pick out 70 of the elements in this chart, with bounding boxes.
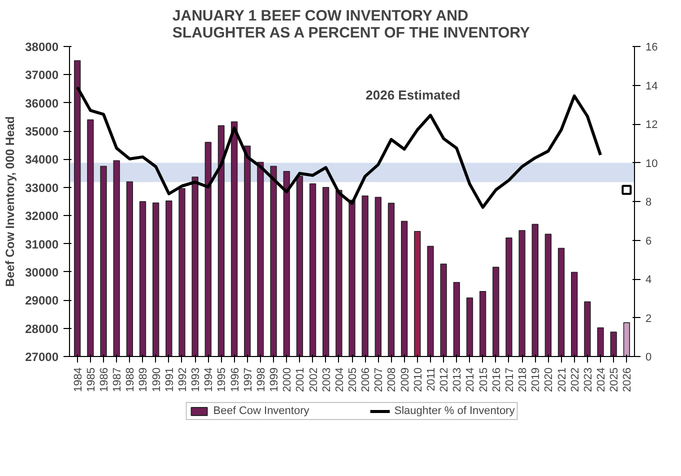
x-tick-label: 1988 — [124, 367, 137, 392]
y-axis-title: Beef Cow Inventory, 000 Head — [3, 116, 18, 287]
y2-tick-label: 16 — [646, 42, 658, 54]
x-tick-label: 2001 — [294, 367, 307, 392]
x-tick-label: 2007 — [373, 367, 386, 392]
y-tick-label: 35000 — [25, 124, 59, 139]
y-tick-label: 32000 — [25, 209, 59, 224]
x-tick-label: 2016 — [490, 367, 503, 392]
y2-tick-label: 6 — [646, 235, 652, 248]
x-tick-label: 2009 — [399, 367, 412, 392]
x-tick-label: 2000 — [282, 367, 294, 392]
x-tick-label: 1995 — [216, 367, 228, 392]
x-tick-label: 2026 — [622, 367, 634, 392]
x-tick-label: 2013 — [452, 367, 464, 392]
x-tick-label: 1993 — [190, 367, 202, 392]
y-tick-label: 36000 — [25, 96, 59, 110]
y-tick-label: 38000 — [25, 40, 59, 54]
x-tick-label: 1990 — [150, 367, 163, 392]
x-tick-label: 1996 — [229, 367, 242, 392]
y-tick-label: 31000 — [25, 237, 59, 252]
y2-tick-label: 2 — [646, 312, 652, 325]
legend-label: Beef Cow Inventory — [213, 405, 310, 417]
x-tick-label: 2024 — [595, 367, 608, 392]
x-tick-label: 2010 — [412, 367, 424, 392]
y2-tick-label: 0 — [646, 352, 652, 364]
y2-tick-label: 10 — [646, 158, 658, 170]
line-series — [76, 86, 602, 209]
x-tick-label: 1998 — [255, 367, 268, 392]
x-tick-label: 2023 — [582, 367, 594, 392]
x-tick-label: 2022 — [569, 367, 582, 392]
x-tick-label: 2014 — [464, 367, 477, 392]
x-tick-label: 2021 — [556, 367, 568, 392]
x-tick-label: 2002 — [308, 367, 320, 392]
x-tick-label: 1994 — [203, 367, 216, 392]
x-tick-label: 1989 — [138, 367, 150, 392]
y-tick-label: 29000 — [25, 294, 59, 308]
x-tick-label: 2006 — [360, 367, 372, 392]
y2-tick-label: 8 — [646, 196, 652, 208]
x-tick-label: 1991 — [164, 367, 176, 392]
x-tick-label: 1987 — [112, 367, 124, 392]
x-tick-label: 2020 — [543, 367, 556, 392]
y-tick-label: 27000 — [25, 350, 59, 364]
x-tick-label: 1992 — [176, 367, 189, 392]
x-tick-label: 2005 — [347, 367, 359, 392]
x-tick-label: 1999 — [268, 367, 281, 392]
x-tick-label: 1984 — [72, 367, 84, 392]
y-tick-label: 33000 — [25, 180, 59, 195]
annotation: 2026 Estimated — [366, 87, 460, 102]
x-tick-label: 2008 — [386, 367, 398, 392]
x-tick-label: 2018 — [517, 367, 530, 392]
y2-tick-label: 14 — [646, 80, 658, 92]
x-tick-label: 2017 — [504, 367, 516, 392]
x-tick-label: 2015 — [478, 367, 490, 392]
x-tick-label: 1986 — [98, 367, 111, 392]
y-tick-label: 37000 — [25, 68, 59, 82]
y-tick-label: 34000 — [25, 152, 59, 167]
x-tick-label: 2004 — [334, 367, 346, 392]
x-tick-label: 1997 — [242, 367, 254, 392]
y2-tick-label: 4 — [646, 274, 652, 286]
y-tick-label: 30000 — [25, 265, 59, 280]
x-tick-label: 2012 — [438, 367, 451, 392]
x-tick-label: 2025 — [608, 367, 621, 392]
x-tick-label: 2011 — [425, 368, 438, 392]
y-tick-label: 28000 — [25, 322, 59, 336]
x-tick-label: 2019 — [530, 367, 542, 392]
chart-title: JANUARY 1 BEEF COW INVENTORY AND SLAUGHTER AS A PERCENT OF THE INVENTORY — [172, 8, 530, 42]
x-tick-label: 1985 — [85, 367, 98, 392]
y2-tick-label: 12 — [646, 119, 658, 131]
x-tick-label: 2003 — [320, 367, 333, 392]
legend-label: Slaughter % of Inventory — [394, 405, 515, 417]
